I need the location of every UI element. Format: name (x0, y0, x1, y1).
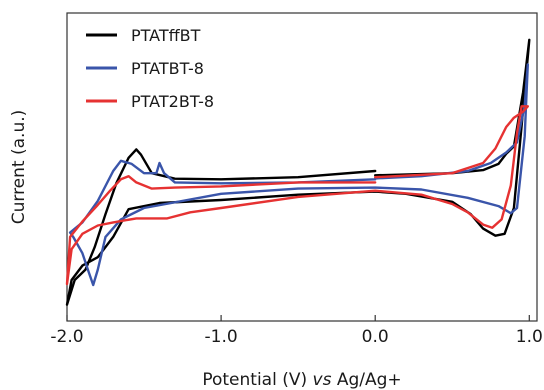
x-axis-title: Potential (V) vs Ag/Ag+ (202, 370, 401, 390)
x-tick-label: -1.0 (205, 327, 238, 347)
series-line-ptat2bt-8 (65, 105, 529, 286)
x-axis-title-part: vs (313, 370, 332, 390)
legend-label: PTATffBT (131, 26, 201, 45)
plot-frame (66, 12, 538, 322)
legend-label: PTATBT-8 (131, 59, 204, 78)
x-axis-title-part: Ag/Ag+ (331, 370, 401, 390)
legend: PTATffBT PTATBT-8 PTAT2BT-8 (86, 26, 214, 111)
legend-label: PTAT2BT-8 (131, 92, 214, 111)
x-tick-label: 1.0 (516, 327, 543, 347)
x-tick-label: -2.0 (50, 327, 83, 347)
x-tick-label: 0.0 (362, 327, 389, 347)
y-axis-title: Current (a.u.) (9, 110, 29, 225)
x-axis-title-part: Potential (V) (202, 370, 312, 390)
series-layer (65, 38, 531, 306)
series-line-ptatbt-8 (68, 63, 529, 287)
x-axis-ticks: -2.0 -1.0 0.0 1.0 (50, 315, 543, 347)
